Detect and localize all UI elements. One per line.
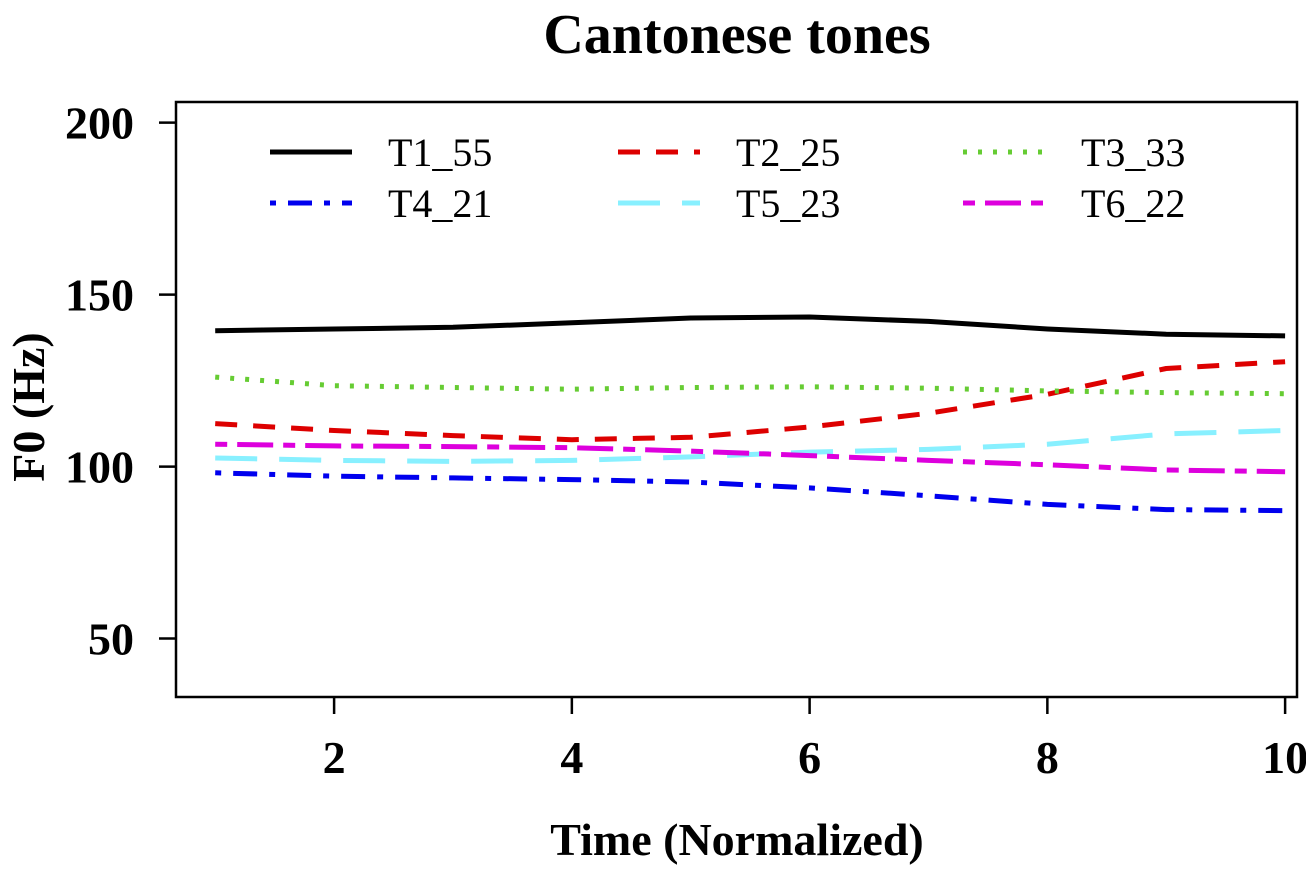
series-line-t4-21 [215, 470, 1286, 514]
x-tick-label: 6 [798, 732, 821, 783]
x-tick-label: 8 [1036, 732, 1059, 783]
legend-label-t6-22: T6_22 [1081, 181, 1185, 226]
y-tick-label: 50 [88, 614, 134, 665]
series-line-t2-25 [215, 359, 1286, 443]
x-tick-label: 2 [323, 732, 346, 783]
legend-label-t4-21: T4_21 [388, 181, 492, 226]
plot-frame [174, 100, 1299, 699]
y-tick-label: 200 [65, 98, 134, 149]
legend-label-t2-25: T2_25 [736, 130, 840, 175]
series-group [215, 314, 1286, 514]
legend: T1_55 T2_25 T3_33 T4_21 T5_23 T6_22 [270, 130, 1185, 226]
chart-title: Cantonese tones [543, 4, 930, 66]
x-axis: 2 4 6 8 10 [323, 697, 1306, 783]
series-line-t6-22 [215, 441, 1286, 475]
y-axis: 50 100 150 200 [65, 98, 176, 665]
y-tick-label: 100 [65, 442, 134, 493]
legend-label-t3-33: T3_33 [1081, 130, 1185, 175]
x-tick-label: 4 [560, 732, 583, 783]
series-line-t1-55 [215, 314, 1286, 339]
y-axis-label: F0 (Hz) [3, 332, 54, 481]
x-axis-label: Time (Normalized) [550, 814, 923, 865]
y-tick-label: 150 [65, 270, 134, 321]
series-line-t5-23 [215, 428, 1286, 464]
legend-label-t5-23: T5_23 [736, 181, 840, 226]
x-tick-label: 10 [1262, 732, 1306, 783]
legend-label-t1-55: T1_55 [388, 130, 492, 175]
